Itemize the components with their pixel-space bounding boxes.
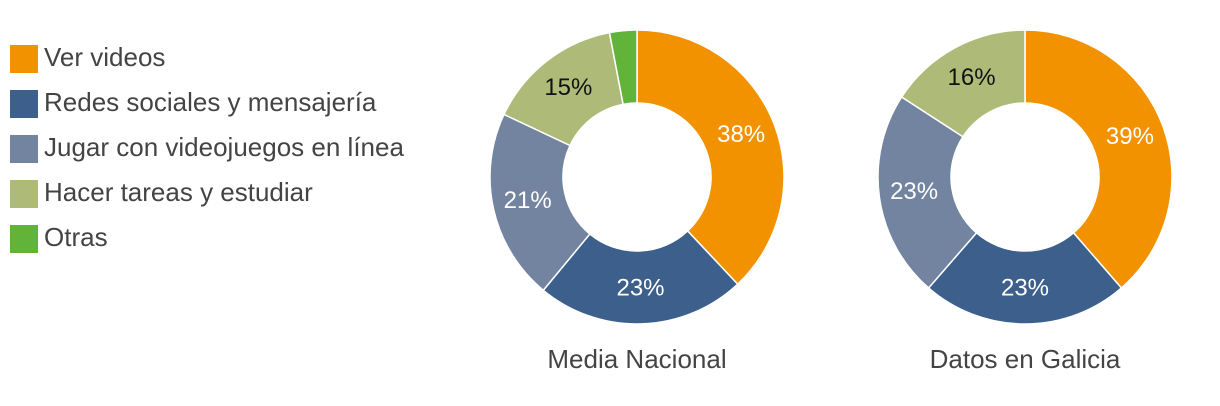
donut-slice: [542, 229, 739, 325]
legend-label: Ver videos: [44, 42, 165, 72]
donut-slice: [900, 29, 1026, 138]
legend-label: Hacer tareas y estudiar: [44, 177, 313, 207]
donut-slice: [489, 113, 591, 292]
donut-slice: [877, 95, 978, 290]
donut-slice: [608, 29, 638, 106]
data-label: 38%: [717, 121, 765, 148]
donut-slice: [636, 29, 785, 286]
legend-swatch: [10, 225, 38, 253]
legend-label: Redes sociales y mensajería: [44, 87, 377, 117]
data-label: 23%: [616, 274, 664, 301]
legend-label: Jugar con videojuegos en línea: [44, 132, 404, 162]
data-label: 15%: [544, 74, 592, 101]
legend-swatch: [10, 135, 38, 163]
donut-slice: [927, 231, 1123, 325]
data-label: 23%: [1001, 274, 1049, 301]
chart-title: Media Nacional: [547, 344, 726, 374]
chart-title: Datos en Galicia: [930, 344, 1121, 374]
legend-swatch: [10, 180, 38, 208]
donut-slice: [1024, 29, 1173, 290]
legend-label: Otras: [44, 222, 108, 252]
data-label: 16%: [948, 64, 996, 91]
legend-swatch: [10, 45, 38, 73]
data-label: 39%: [1106, 123, 1154, 150]
legend-swatch: [10, 90, 38, 118]
data-label: 21%: [504, 187, 552, 214]
data-label: 23%: [890, 178, 938, 205]
